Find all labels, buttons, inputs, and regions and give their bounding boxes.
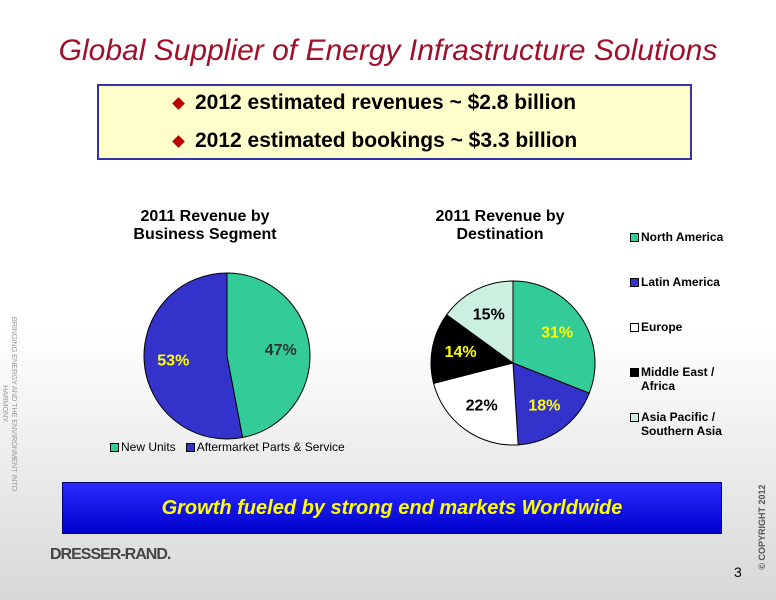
legend-swatch — [630, 278, 639, 287]
legend-label: Europe — [641, 320, 683, 334]
pie-slice — [226, 272, 311, 439]
bullet: 2012 estimated bookings ~ $3.3 billion — [195, 129, 578, 152]
legend-label: Latin America — [641, 275, 720, 289]
bullet: 2012 estimated revenues ~ $2.8 billion — [195, 91, 577, 114]
legend: North America Latin America Europe Middle E… — [630, 230, 725, 440]
legend-item: Europe — [630, 320, 725, 350]
legend-swatch — [630, 413, 639, 422]
pie-slice — [432, 362, 519, 446]
legend: New Units Aftermarket Parts & Service — [110, 440, 345, 454]
legend-label: Middle East / Africa — [641, 365, 715, 393]
legend-swatch — [630, 233, 639, 242]
legend-swatch — [110, 443, 119, 452]
pie-slice — [143, 272, 244, 440]
data-label: 18% — [528, 397, 560, 414]
copyright: © COPYRIGHT 2012 — [757, 484, 767, 570]
pie-slice — [512, 362, 590, 446]
banner: Growth fueled by strong end markets Worl… — [62, 482, 722, 534]
legend-swatch — [630, 323, 639, 332]
page-number: 3 — [734, 564, 742, 580]
legend-item: Middle East / Africa — [630, 365, 725, 395]
data-label: 53% — [157, 352, 189, 369]
legend-label: Asia Pacific / Southern Asia — [641, 410, 722, 438]
slide-title: Global Supplier of Energy Infrastructure… — [58, 34, 718, 67]
data-label: 31% — [541, 324, 573, 341]
pie-slice — [512, 280, 596, 394]
data-label: 14% — [445, 344, 477, 361]
data-label: 15% — [473, 307, 505, 324]
chart-title: 2011 Revenue by Destination — [435, 208, 565, 243]
legend-item: Aftermarket Parts & Service — [185, 440, 345, 454]
chart-title: 2011 Revenue by Business Segment — [133, 208, 277, 243]
tagline: BRINGING ENERGY AND THE ENVIRONMENT INTO… — [1, 316, 19, 492]
legend-label: New Units — [121, 440, 176, 454]
legend-swatch — [630, 368, 639, 377]
bullet-box: 2012 estimated revenues ~ $2.8 billion 2… — [97, 84, 692, 160]
legend-item: New Units — [110, 440, 176, 454]
legend-label: Aftermarket Parts & Service — [196, 440, 345, 454]
data-label: 22% — [466, 397, 498, 414]
legend-swatch — [185, 443, 195, 452]
legend-item: Latin America — [630, 275, 725, 305]
legend-item: North America — [630, 230, 725, 260]
legend-item: Asia Pacific / Southern Asia — [630, 410, 725, 440]
logo: DRESSER-RAND. — [50, 546, 171, 563]
data-label: 47% — [265, 342, 297, 359]
pie-slice — [445, 280, 514, 364]
legend-label: North America — [641, 230, 724, 244]
pie-slice — [430, 314, 515, 385]
